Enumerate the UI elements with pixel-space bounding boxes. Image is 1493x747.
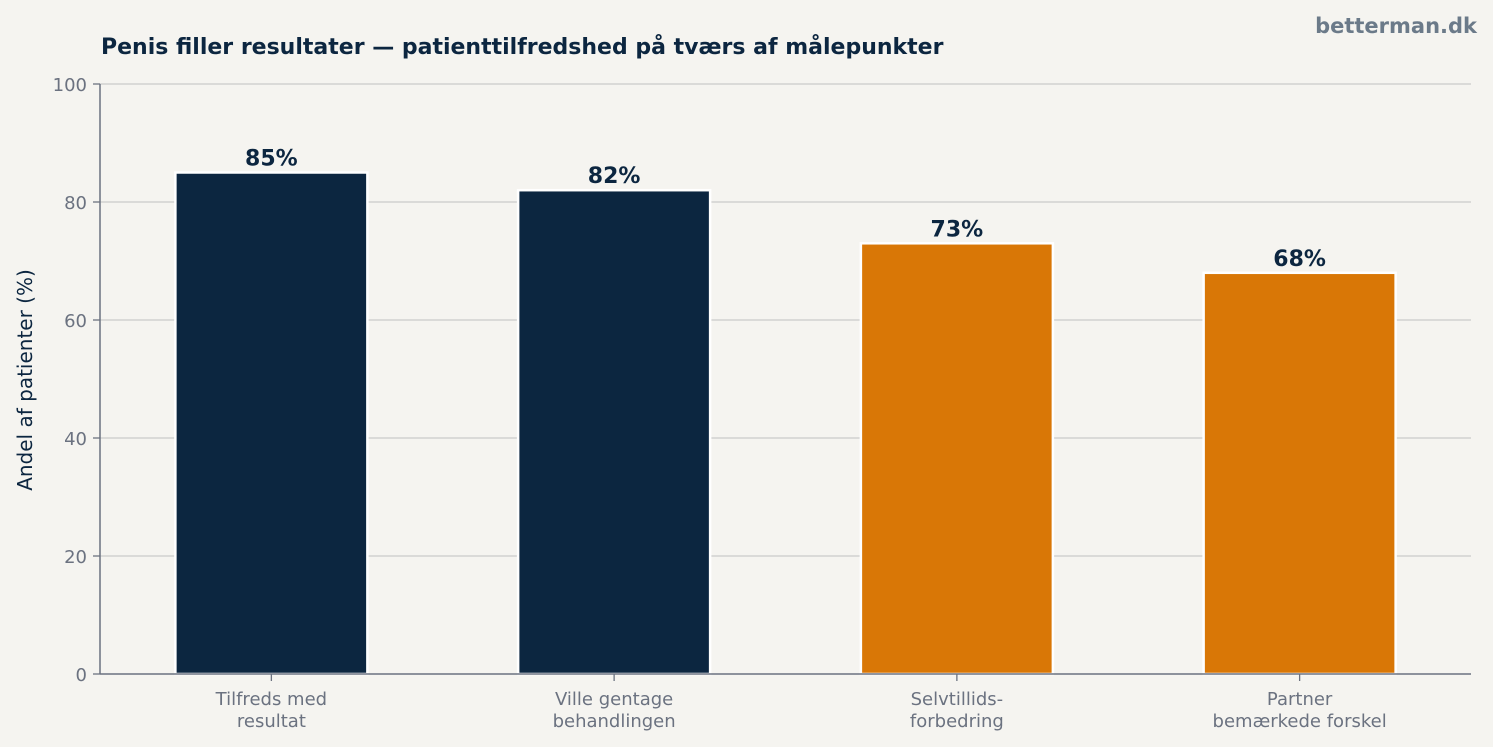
bar <box>1202 271 1397 676</box>
y-axis-label: Andel af patienter (%) <box>13 269 37 491</box>
x-tick-label: resultat <box>237 711 306 732</box>
watermark: betterman.dk <box>1315 14 1478 38</box>
y-tick-label: 60 <box>64 311 87 332</box>
bar-value-labels: 85% 82% 73% 68% <box>245 147 1326 272</box>
bar-value-label: 85% <box>245 147 298 172</box>
x-tick-label: Partner <box>1267 689 1333 710</box>
bar <box>516 188 712 676</box>
bar-value-label: 73% <box>931 217 984 242</box>
chart-title: Penis filler resultater — patienttilfred… <box>101 34 944 60</box>
bars <box>174 171 1397 676</box>
x-tick-label: forbedring <box>910 711 1004 732</box>
x-tick-label: Selvtillids- <box>911 689 1004 710</box>
x-tick-label: Tilfreds med <box>215 689 327 710</box>
y-axis-ticks: 0 20 40 60 80 100 <box>53 75 100 686</box>
bar <box>174 171 369 676</box>
y-tick-label: 80 <box>64 193 87 214</box>
y-tick-label: 40 <box>64 429 87 450</box>
x-tick-label: Ville gentage <box>555 689 673 710</box>
y-tick-label: 100 <box>53 75 87 96</box>
x-tick-label: behandlingen <box>553 711 676 732</box>
x-tick-label: bemærkede forskel <box>1213 711 1387 732</box>
bar-value-label: 68% <box>1273 247 1326 272</box>
y-tick-label: 0 <box>76 665 87 686</box>
bar-value-label: 82% <box>588 164 641 189</box>
bar <box>859 242 1055 676</box>
axes <box>99 84 1471 675</box>
y-tick-label: 20 <box>64 547 87 568</box>
